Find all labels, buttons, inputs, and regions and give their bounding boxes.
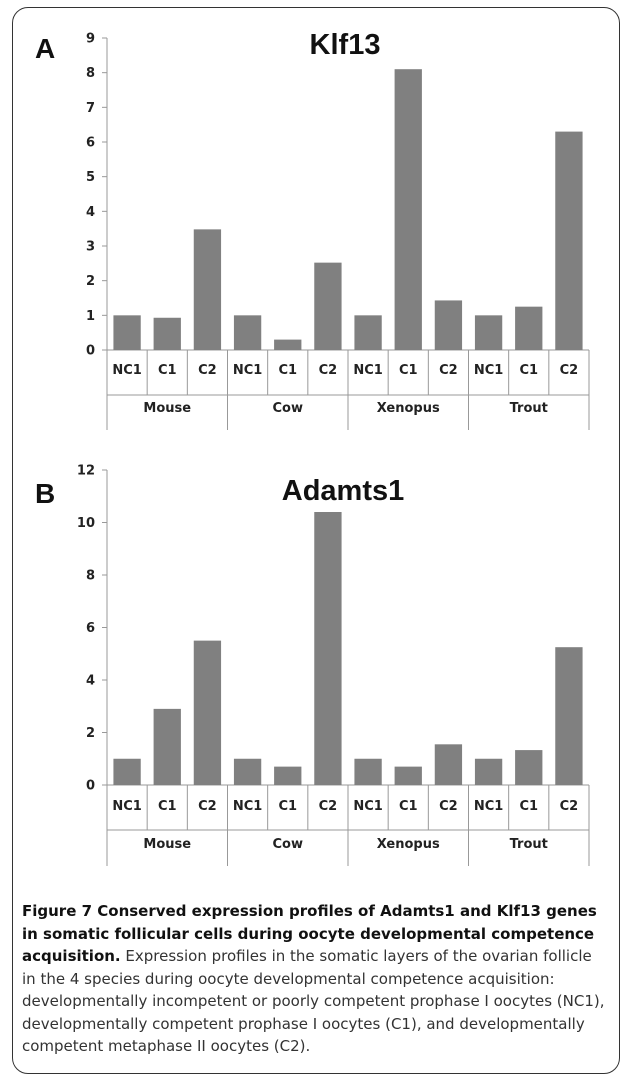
bar	[394, 766, 422, 785]
y-tick-label: 4	[86, 674, 95, 689]
bar	[434, 744, 463, 785]
y-tick-label: 2	[86, 274, 95, 289]
category-label: C1	[399, 799, 418, 814]
category-label: C2	[560, 363, 579, 378]
bar	[274, 339, 302, 350]
category-label: NC1	[474, 363, 503, 378]
group-label: Mouse	[143, 401, 191, 416]
bar	[354, 315, 382, 350]
bar	[233, 758, 262, 785]
axes	[102, 469, 590, 866]
category-label: NC1	[233, 363, 262, 378]
y-tick-label: 6	[86, 136, 95, 151]
y-tick-label: 2	[86, 726, 95, 741]
group-label: Trout	[510, 837, 548, 852]
category-label: C1	[399, 363, 418, 378]
group-label: Xenopus	[377, 837, 440, 852]
y-tick-label: 5	[86, 170, 95, 185]
axes	[102, 37, 590, 430]
category-label: NC1	[233, 799, 262, 814]
bar	[113, 315, 141, 350]
bar	[474, 315, 503, 350]
bar	[193, 229, 222, 350]
bar	[153, 317, 181, 350]
category-label: C1	[519, 363, 538, 378]
bars	[113, 69, 583, 350]
category-label: C2	[439, 363, 458, 378]
bar	[274, 766, 302, 785]
category-label: C2	[319, 363, 338, 378]
bar	[113, 758, 141, 785]
bars	[113, 512, 583, 785]
y-tick-label: 10	[77, 516, 95, 531]
category-label: C2	[560, 799, 579, 814]
bar	[354, 758, 382, 785]
category-label: C2	[198, 363, 217, 378]
bar	[314, 512, 342, 785]
category-label: NC1	[112, 363, 141, 378]
category-label: C1	[278, 363, 297, 378]
bar	[434, 300, 463, 350]
category-label: NC1	[353, 799, 382, 814]
bar	[394, 69, 422, 350]
y-tick-label: 4	[86, 205, 95, 220]
panel-letter: B	[35, 478, 55, 509]
bar	[515, 750, 543, 785]
category-label: C2	[439, 799, 458, 814]
category-label: C1	[158, 363, 177, 378]
category-label: C1	[158, 799, 177, 814]
caption-body: Expression profiles in the somatic layer…	[22, 947, 605, 1055]
group-label: Mouse	[143, 837, 191, 852]
group-label: Trout	[510, 401, 548, 416]
category-label: NC1	[474, 799, 503, 814]
y-tick-label: 6	[86, 621, 95, 636]
category-label: C2	[319, 799, 338, 814]
category-label: C1	[278, 799, 297, 814]
y-tick-label: 8	[86, 66, 95, 81]
bar	[153, 708, 181, 785]
y-tick-label: 12	[77, 464, 95, 479]
bar	[555, 647, 583, 785]
caption-title: Figure 7 Conserved expression profiles o…	[22, 902, 597, 965]
chart-adamts1: B Adamts1 0 2 4 6 8 10 12 NC1 C1 C2 NC1 C1 C2 NC1 C1 C2…	[35, 464, 590, 866]
category-label: C2	[198, 799, 217, 814]
y-tick-label: 7	[86, 101, 95, 116]
group-label: Cow	[273, 401, 303, 416]
chart-klf13: A Klf13 0 1 2 3 4 5 6 7 8 9 NC1 C1 C2 NC1 C1 C2 NC1 C1 C2 N…	[35, 29, 590, 430]
y-tick-label: 8	[86, 569, 95, 584]
y-tick-label: 0	[86, 779, 95, 794]
category-label: NC1	[112, 799, 141, 814]
y-tick-label: 3	[86, 240, 95, 255]
bar	[314, 262, 342, 350]
y-tick-label: 9	[86, 32, 95, 47]
y-tick-label: 0	[86, 344, 95, 359]
figure-caption: Figure 7 Conserved expression profiles o…	[22, 900, 610, 1058]
bar	[233, 315, 262, 350]
chart-title: Klf13	[310, 29, 381, 61]
bar	[474, 758, 503, 785]
bar	[193, 640, 222, 785]
bar	[515, 306, 543, 350]
group-label: Cow	[273, 837, 303, 852]
category-label: C1	[519, 799, 538, 814]
bar	[555, 131, 583, 350]
chart-title: Adamts1	[282, 475, 405, 507]
labels: 0 2 4 6 8 10 12 NC1 C1 C2 NC1 C1 C2 NC1 C1 C2 NC1 C1 C2 Mou…	[77, 464, 578, 853]
category-label: NC1	[353, 363, 382, 378]
y-tick-label: 1	[86, 309, 95, 324]
panel-letter: A	[35, 33, 55, 64]
group-label: Xenopus	[377, 401, 440, 416]
labels: 0 1 2 3 4 5 6 7 8 9 NC1 C1 C2 NC1 C1 C2 NC1 C1 C2 NC1 C1 C2 Mo…	[86, 32, 578, 417]
